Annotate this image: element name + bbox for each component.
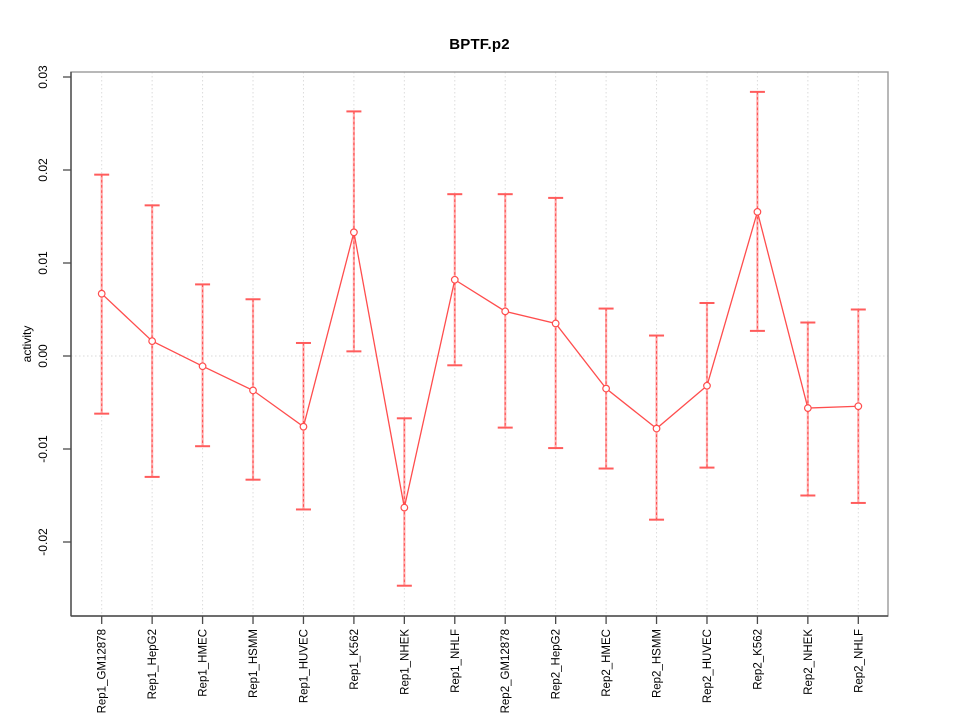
x-tick-label: Rep1_K562 [349,629,361,690]
data-marker [703,381,711,390]
x-tick-label: Rep1_HMEC [198,629,210,697]
data-marker [249,386,257,395]
x-tick-label: Rep2_HUVEC [702,629,714,703]
data-marker [400,503,409,512]
data-marker [501,307,510,316]
y-tick-label: 0.00 [36,344,50,368]
data-marker [350,228,358,237]
x-tick-label: Rep2_HMEC [601,629,613,697]
y-tick-label: 0.01 [36,251,50,275]
x-tick-label: Rep2_NHEK [803,629,815,695]
x-tick-label: Rep1_GM12878 [97,629,109,713]
plot-box [70,71,889,617]
y-tick-label: -0.02 [36,528,50,556]
y-tick-label: 0.02 [36,158,50,182]
x-tick-label: Rep1_HUVEC [298,629,310,703]
data-marker [450,275,459,284]
x-tick-label: Rep1_HepG2 [147,629,159,699]
data-marker [198,362,207,371]
x-tick-label: Rep2_HSMM [652,629,664,698]
x-tick-label: Rep2_NHLF [853,629,865,693]
data-marker [551,319,560,328]
data-marker [299,422,308,431]
y-tick-label: 0.03 [36,65,50,89]
data-marker [854,402,863,411]
data-marker [803,404,812,412]
y-tick-label: -0.01 [36,435,50,463]
chart-title: BPTF.p2 [449,36,510,53]
data-marker [753,207,762,216]
x-tick-label: Rep2_K562 [752,629,764,690]
x-tick-label: Rep1_HSMM [248,629,260,698]
data-marker [652,424,661,433]
x-tick-label: Rep2_HepG2 [551,629,563,699]
data-marker [148,337,157,346]
x-tick-label: Rep1_NHEK [399,629,411,695]
x-tick-label: Rep2_GM12878 [500,629,512,713]
series-line [101,209,859,508]
data-marker [602,384,610,393]
data-marker [97,289,106,298]
x-tick-label: Rep1_NHLF [450,629,462,693]
